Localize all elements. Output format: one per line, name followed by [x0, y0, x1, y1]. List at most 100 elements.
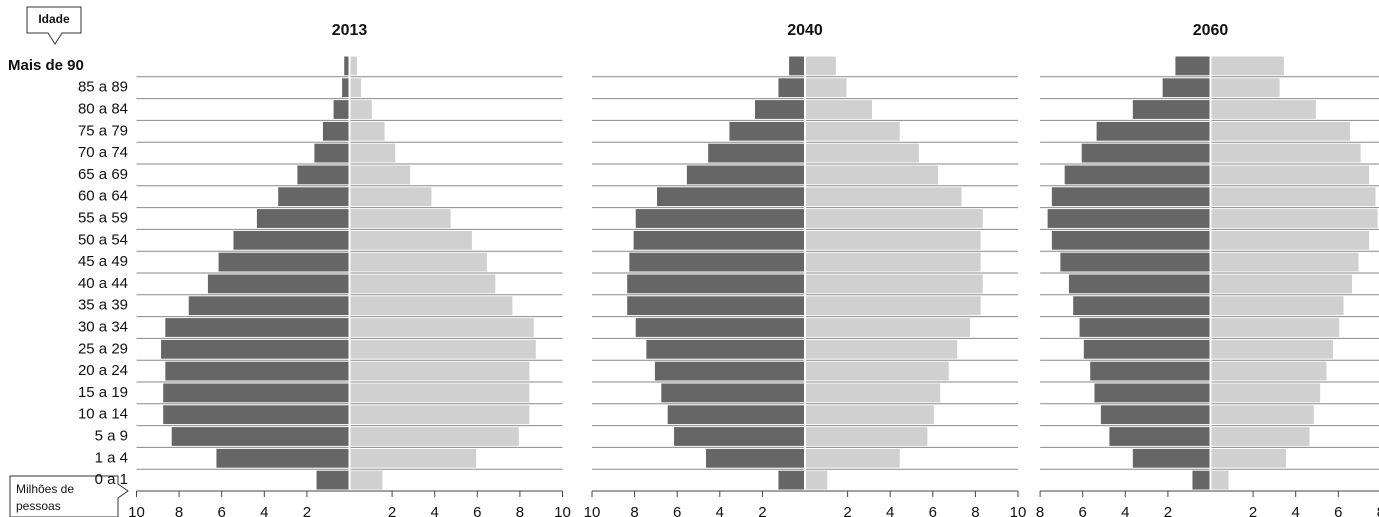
bar [350, 448, 477, 468]
bar [1100, 405, 1210, 425]
x-tick-label: 8 [1377, 504, 1379, 517]
category-label: 1 a 4 [95, 449, 128, 466]
bar [342, 78, 349, 98]
bar [806, 361, 949, 381]
bar [806, 383, 941, 403]
x-tick-label: 2 [1164, 504, 1172, 517]
panel-title: 2040 [787, 22, 823, 39]
bar [1047, 209, 1210, 228]
bar [207, 274, 349, 294]
bar [1211, 56, 1284, 76]
x-tick-label: 10 [584, 504, 601, 517]
x-tick-label: 10 [1010, 504, 1027, 517]
category-label: 50 a 54 [78, 231, 128, 248]
bar [278, 187, 349, 207]
x-tick-label: 8 [630, 504, 638, 517]
bar [633, 230, 804, 250]
bar [755, 100, 804, 119]
category-label: 0 a 1 [95, 471, 128, 488]
bar [806, 56, 836, 76]
bar [708, 143, 804, 163]
x-tick-label: 2 [303, 504, 311, 517]
bar [1211, 121, 1350, 141]
x-tick-label: 8 [516, 504, 524, 517]
bar [1162, 78, 1210, 98]
bar [350, 100, 372, 119]
x-tick-label: 10 [554, 504, 571, 517]
bar [161, 339, 349, 359]
category-label: 80 a 84 [78, 100, 128, 117]
bar [163, 383, 349, 403]
category-label: 65 a 69 [78, 166, 128, 183]
bar [350, 143, 396, 163]
category-label: 30 a 34 [78, 318, 128, 335]
bar [789, 56, 804, 76]
bar [333, 100, 349, 119]
bar [657, 187, 804, 207]
x-axis-label: pessoas [16, 499, 61, 513]
bar [1094, 383, 1210, 403]
category-label: 70 a 74 [78, 144, 128, 161]
category-label: 20 a 24 [78, 362, 128, 379]
bar [216, 448, 349, 468]
bar [806, 252, 981, 272]
bar [165, 361, 349, 381]
bar [350, 187, 432, 207]
bar [806, 209, 983, 228]
x-tick-label: 6 [929, 504, 937, 517]
x-tick-label: 6 [1334, 504, 1342, 517]
bar [635, 209, 804, 228]
panel-title: 2060 [1193, 22, 1229, 39]
bar [778, 78, 804, 98]
bar [627, 296, 804, 316]
bar [171, 427, 349, 446]
panel-title: 2013 [332, 22, 368, 39]
category-label: Mais de 90 [8, 57, 84, 74]
bar [674, 427, 804, 446]
bar [1211, 339, 1333, 359]
x-tick-label: 10 [128, 504, 145, 517]
bar [629, 252, 804, 272]
bar [350, 318, 534, 337]
bar [1211, 100, 1316, 119]
x-tick-label: 8 [175, 504, 183, 517]
x-tick-label: 2 [758, 504, 766, 517]
x-axis-label: Milhões de [16, 482, 74, 496]
bar [1073, 296, 1210, 316]
bar [1211, 274, 1353, 294]
bar [350, 78, 362, 98]
bar [1211, 209, 1378, 228]
bar [322, 121, 349, 141]
bar [806, 296, 981, 316]
y-axis-label: Idade [38, 12, 70, 26]
xlabel-callout [9, 475, 129, 517]
category-label: 35 a 39 [78, 297, 128, 314]
ylabel-callout [26, 6, 82, 45]
category-label: 85 a 89 [78, 79, 128, 96]
category-label: 15 a 19 [78, 384, 128, 401]
bar [1211, 230, 1370, 250]
bar [350, 121, 385, 141]
bar [1051, 230, 1210, 250]
bar [806, 100, 873, 119]
bar [1211, 165, 1370, 185]
category-label: 40 a 44 [78, 275, 128, 292]
bar [344, 56, 349, 76]
bar [806, 318, 971, 337]
bar [1083, 339, 1210, 359]
category-label: 45 a 49 [78, 253, 128, 270]
bar [218, 252, 349, 272]
category-label: 60 a 64 [78, 188, 128, 205]
bar [654, 361, 804, 381]
bar [806, 121, 900, 141]
bar [256, 209, 349, 228]
x-tick-label: 8 [1036, 504, 1044, 517]
bar [350, 405, 530, 425]
x-tick-label: 6 [218, 504, 226, 517]
bar [350, 361, 530, 381]
x-tick-label: 4 [886, 504, 894, 517]
bar [350, 56, 357, 76]
bar [1064, 165, 1210, 185]
bar [686, 165, 804, 185]
